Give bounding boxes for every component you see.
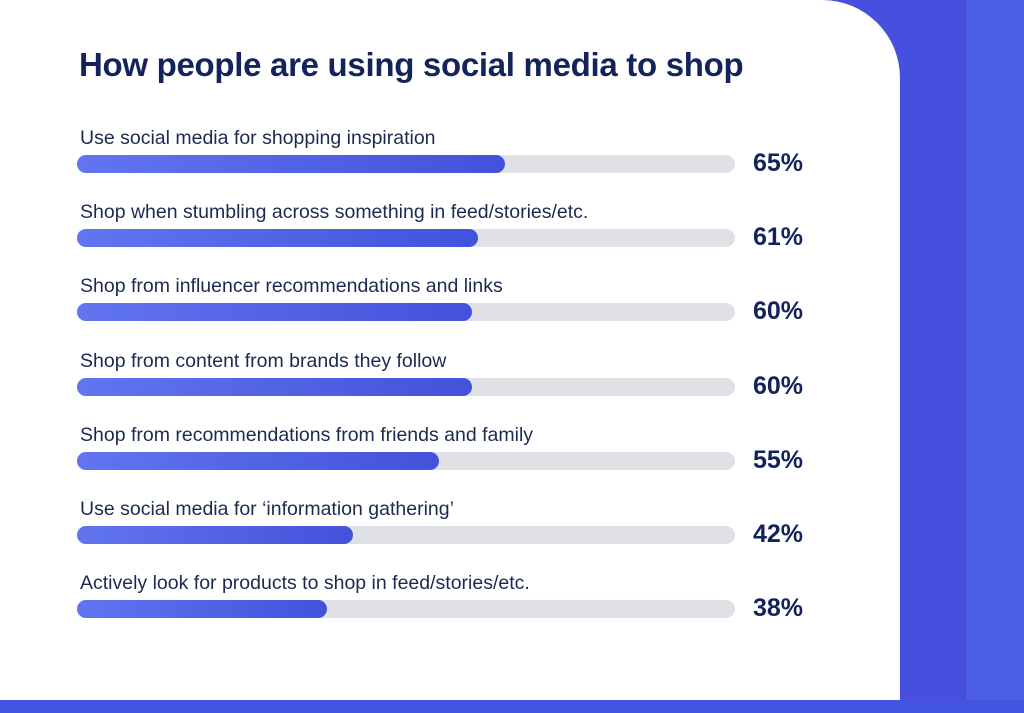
chart-title: How people are using social media to sho… — [79, 46, 744, 83]
bar-fill — [77, 526, 353, 544]
bar-track — [77, 600, 735, 619]
chart-card: How people are using social media to sho… — [0, 0, 900, 700]
bar-row: Use social media for ‘information gather… — [0, 498, 900, 558]
bar-value-label: 60% — [753, 371, 804, 400]
bar-label: Shop from influencer recommendations and… — [80, 275, 503, 298]
bar-value-label: 65% — [753, 149, 804, 177]
bar-row: Shop from recommendations from friends a… — [0, 424, 900, 484]
bar-label: Use social media for ‘information gather… — [80, 498, 454, 520]
bar-label: Use social media for shopping inspiratio… — [80, 127, 436, 149]
bar-fill — [77, 229, 478, 248]
bar-fill — [77, 600, 327, 619]
bar-track — [77, 451, 735, 470]
bar-track — [77, 526, 735, 544]
bar-row: Shop from content from brands they follo… — [0, 350, 900, 410]
bar-fill — [77, 155, 505, 173]
bar-track — [77, 155, 735, 173]
bar-fill — [77, 451, 439, 470]
bar-chart: Use social media for shopping inspiratio… — [0, 127, 900, 632]
bar-row: Actively look for products to shop in fe… — [0, 572, 900, 632]
bar-value-label: 61% — [753, 223, 804, 252]
bar-fill — [77, 377, 472, 396]
bar-value-label: 38% — [753, 594, 804, 623]
background-stripe — [966, 0, 1024, 713]
bar-value-label: 42% — [753, 520, 804, 548]
bar-row: Use social media for shopping inspiratio… — [0, 127, 900, 187]
bar-row: Shop when stumbling across something in … — [0, 201, 900, 261]
bar-label: Shop from recommendations from friends a… — [80, 423, 534, 446]
bottom-band — [0, 700, 1024, 713]
bar-fill — [77, 303, 472, 322]
bar-value-label: 60% — [753, 297, 804, 326]
bar-track — [77, 303, 735, 322]
bar-label: Actively look for products to shop in fe… — [80, 572, 530, 595]
bar-label: Shop from content from brands they follo… — [80, 349, 447, 372]
bar-label: Shop when stumbling across something in … — [80, 201, 589, 224]
bar-row: Shop from influencer recommendations and… — [0, 275, 900, 335]
bar-track — [77, 229, 735, 248]
bar-value-label: 55% — [753, 445, 804, 474]
bar-track — [77, 377, 735, 396]
